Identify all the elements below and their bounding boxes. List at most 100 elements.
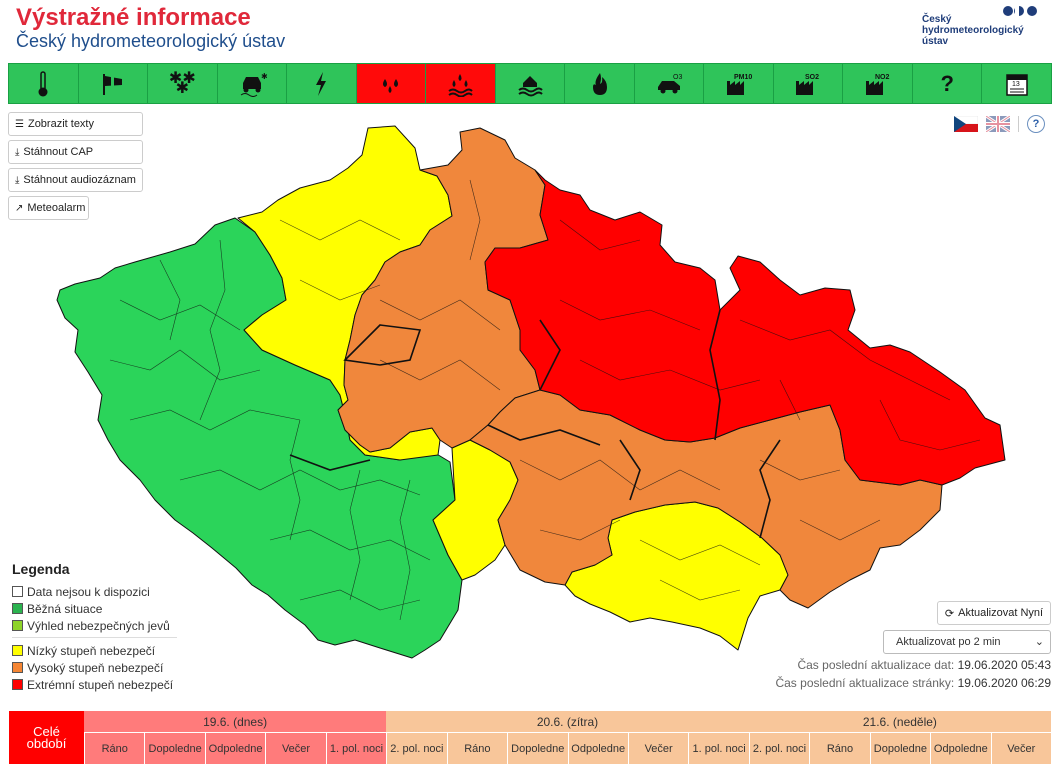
logo-line: Český — [922, 14, 952, 25]
show-texts-label: Zobrazit texty — [27, 118, 94, 130]
download-icon: ⤓ — [15, 174, 20, 186]
thermometer-icon[interactable] — [9, 64, 79, 103]
page-update-time: Čas poslední aktualizace stránky: 19.06.… — [775, 676, 1051, 690]
lightning-icon[interactable] — [287, 64, 357, 103]
legend-swatch — [12, 620, 23, 631]
period-cell[interactable]: Dopoledne — [507, 733, 568, 764]
legend-item: Extrémní stupeň nebezpečí — [12, 676, 177, 693]
chmi-logo[interactable]: Český hydrometeorologický ústav — [922, 2, 1052, 50]
flood-house-icon[interactable] — [496, 64, 566, 103]
download-audio-label: Stáhnout audiozáznam — [23, 174, 136, 186]
question-icon[interactable]: ? — [913, 64, 983, 103]
svg-text:NO2: NO2 — [875, 74, 890, 81]
period-cell[interactable]: Večer — [990, 733, 1051, 764]
period-cell[interactable]: Ráno — [809, 733, 870, 764]
legend-label: Běžná situace — [27, 601, 103, 616]
map-region-yellow[interactable] — [237, 125, 453, 461]
legend-label: Vysoký stupeň nebezpečí — [27, 660, 164, 675]
rain-drops-icon[interactable] — [356, 64, 427, 103]
legend-swatch — [12, 586, 23, 597]
page-subtitle: Český hydrometeorologický ústav — [16, 31, 286, 51]
period-cell[interactable]: Odpoledne — [567, 733, 628, 764]
legend-item: Výhled nebezpečných jevů — [12, 617, 177, 634]
period-cell[interactable]: Dopoledne — [869, 733, 931, 764]
legend: Legenda Data nejsou k dispozici Běžná si… — [12, 561, 177, 693]
download-audio-button[interactable]: ⤓ Stáhnout audiozáznam — [8, 168, 143, 192]
windsock-icon[interactable] — [79, 64, 149, 103]
page-title: Výstražné informace — [16, 4, 251, 31]
legend-label: Data nejsou k dispozici — [27, 584, 150, 599]
period-cell[interactable]: 2. pol. noci — [386, 733, 447, 764]
fire-icon[interactable] — [565, 64, 635, 103]
legend-item: Nízký stupeň nebezpečí — [12, 642, 177, 659]
data-update-value: 19.06.2020 05:43 — [957, 658, 1051, 672]
day-header[interactable]: 21.6. (neděle) — [748, 711, 1051, 733]
legend-title: Legenda — [12, 561, 70, 577]
legend-swatch — [12, 603, 23, 614]
chevron-down-icon: ⌄ — [1034, 636, 1044, 648]
list-icon: ☰ — [15, 118, 24, 130]
phenomenon-toolbar: ✱✱ ✱ ✱ O3 PM10 SO2 NO2 ? 13 — [8, 63, 1052, 104]
legend-item: Data nejsou k dispozici — [12, 583, 177, 600]
logo-line: hydrometeorologický — [922, 25, 1024, 36]
refresh-now-button[interactable]: ⟳ Aktualizovat Nyní — [937, 601, 1051, 625]
period-cell[interactable]: Ráno — [446, 733, 508, 764]
auto-refresh-value: Aktualizovat po 2 min — [896, 636, 1001, 648]
whole-period-button[interactable]: Celé období — [9, 711, 84, 764]
help-icon[interactable]: ? — [1027, 115, 1045, 133]
legend-divider — [12, 637, 177, 638]
auto-refresh-select[interactable]: Aktualizovat po 2 min ⌄ — [883, 630, 1051, 654]
czech-flag-icon[interactable] — [954, 116, 978, 132]
meteoalarm-label: Meteoalarm — [27, 202, 86, 214]
flood-icon[interactable] — [426, 64, 496, 103]
period-cell[interactable]: Večer — [265, 733, 326, 764]
divider — [1018, 116, 1019, 132]
download-icon: ⤓ — [15, 146, 20, 158]
download-cap-label: Stáhnout CAP — [23, 146, 94, 158]
map-region-orange[interactable] — [337, 127, 549, 453]
day-header[interactable]: 19.6. (dnes) — [84, 711, 387, 733]
meteoalarm-button[interactable]: ↗ Meteoalarm — [8, 196, 89, 220]
uk-flag-icon[interactable] — [986, 116, 1010, 132]
calendar-icon[interactable]: 13 — [982, 64, 1051, 103]
legend-swatch — [12, 662, 23, 673]
map-region-orange[interactable] — [469, 389, 943, 609]
legend-label: Nízký stupeň nebezpečí — [27, 643, 156, 658]
legend-label: Extrémní stupeň nebezpečí — [27, 677, 174, 692]
period-cell[interactable]: Ráno — [84, 733, 145, 764]
page-update-label: Čas poslední aktualizace stránky: — [775, 676, 955, 690]
map-region-yellow[interactable] — [432, 439, 519, 581]
no2-factory-icon[interactable]: NO2 — [843, 64, 913, 103]
period-cell[interactable]: Dopoledne — [144, 733, 205, 764]
legend-item: Běžná situace — [12, 600, 177, 617]
svg-text:✱: ✱ — [261, 72, 267, 81]
so2-factory-icon[interactable]: SO2 — [774, 64, 844, 103]
data-update-time: Čas poslední aktualizace dat: 19.06.2020… — [797, 658, 1051, 672]
logo-mark-icon — [1003, 6, 1037, 16]
period-cell[interactable]: Odpoledne — [204, 733, 266, 764]
ozone-car-icon[interactable]: O3 — [635, 64, 705, 103]
day-header[interactable]: 20.6. (zítra) — [386, 711, 749, 733]
snowflakes-icon[interactable]: ✱✱ ✱ — [148, 64, 218, 103]
show-texts-button[interactable]: ☰ Zobrazit texty — [8, 112, 143, 136]
period-cell[interactable]: 1. pol. noci — [688, 733, 749, 764]
svg-text:13: 13 — [1012, 81, 1020, 88]
language-switch: ? — [954, 115, 1045, 133]
legend-label: Výhled nebezpečných jevů — [27, 618, 170, 633]
svg-text:O3: O3 — [673, 74, 682, 81]
slippery-road-icon[interactable]: ✱ — [218, 64, 288, 103]
legend-swatch — [12, 679, 23, 690]
map-region-red[interactable] — [484, 169, 1006, 486]
map-region-yellow[interactable] — [564, 501, 789, 651]
page-update-value: 19.06.2020 06:29 — [957, 676, 1051, 690]
download-cap-button[interactable]: ⤓ Stáhnout CAP — [8, 140, 143, 164]
period-cell[interactable]: 1. pol. noci — [325, 733, 387, 764]
pm10-factory-icon[interactable]: PM10 — [704, 64, 774, 103]
period-cell[interactable]: Odpoledne — [930, 733, 991, 764]
logo-line: ústav — [922, 36, 949, 47]
legend-item: Vysoký stupeň nebezpečí — [12, 659, 177, 676]
period-cell[interactable]: Večer — [627, 733, 689, 764]
legend-swatch — [12, 645, 23, 656]
refresh-now-label: Aktualizovat Nyní — [958, 607, 1044, 619]
period-cell[interactable]: 2. pol. noci — [748, 733, 810, 764]
